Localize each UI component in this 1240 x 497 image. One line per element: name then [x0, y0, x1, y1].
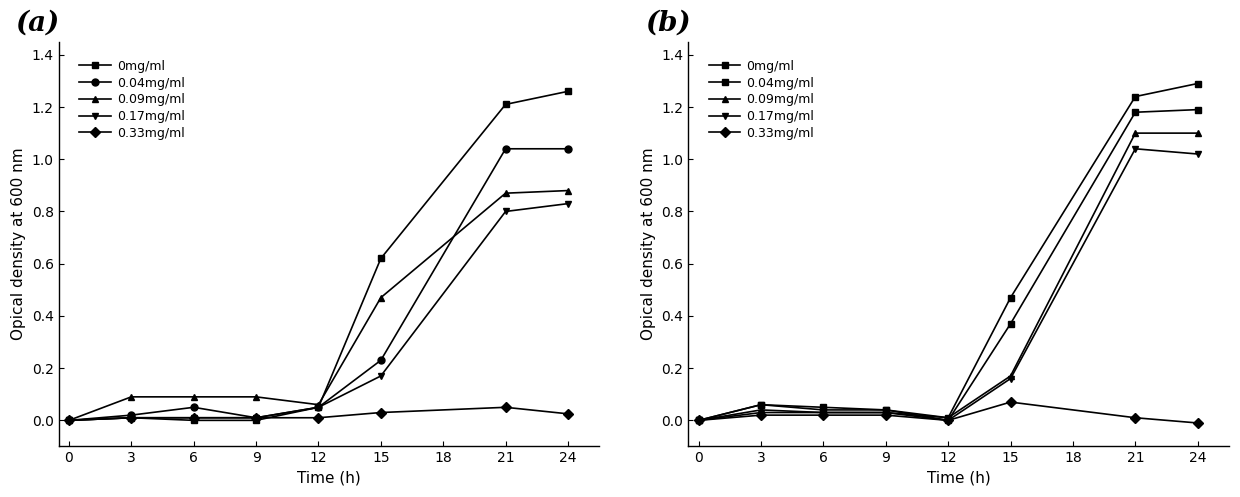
X-axis label: Time (h): Time (h) — [296, 471, 361, 486]
0.09mg/ml — [1190, 130, 1205, 136]
0.04mg/ml — [186, 405, 201, 411]
0.33mg/ml — [62, 417, 77, 423]
0.33mg/ml — [1190, 420, 1205, 426]
0.09mg/ml — [124, 394, 139, 400]
0.17mg/ml — [62, 417, 77, 423]
0.09mg/ml — [941, 415, 956, 421]
0.04mg/ml — [754, 402, 769, 408]
0.33mg/ml — [754, 412, 769, 418]
0mg/ml — [311, 405, 326, 411]
0.33mg/ml — [1128, 415, 1143, 421]
0.04mg/ml — [878, 407, 893, 413]
0mg/ml — [1128, 93, 1143, 99]
0mg/ml — [62, 417, 77, 423]
Line: 0.09mg/ml: 0.09mg/ml — [696, 130, 1202, 424]
0.17mg/ml — [373, 373, 388, 379]
0.09mg/ml — [878, 410, 893, 415]
0.09mg/ml — [754, 407, 769, 413]
Line: 0.17mg/ml: 0.17mg/ml — [66, 200, 572, 424]
Line: 0.33mg/ml: 0.33mg/ml — [66, 404, 572, 424]
0.09mg/ml — [816, 410, 831, 415]
0.04mg/ml — [691, 417, 706, 423]
0.17mg/ml — [941, 417, 956, 423]
Line: 0mg/ml: 0mg/ml — [696, 80, 1202, 424]
0.09mg/ml — [311, 402, 326, 408]
0.17mg/ml — [249, 415, 264, 421]
Y-axis label: Opical density at 600 nm: Opical density at 600 nm — [641, 148, 656, 340]
0.04mg/ml — [498, 146, 513, 152]
0.33mg/ml — [941, 417, 956, 423]
0mg/ml — [373, 255, 388, 261]
0.33mg/ml — [373, 410, 388, 415]
0.33mg/ml — [878, 412, 893, 418]
0mg/ml — [498, 101, 513, 107]
0.09mg/ml — [691, 417, 706, 423]
0mg/ml — [1190, 81, 1205, 86]
0.17mg/ml — [691, 417, 706, 423]
0.09mg/ml — [373, 295, 388, 301]
0.17mg/ml — [311, 405, 326, 411]
0.33mg/ml — [1003, 399, 1018, 405]
0.33mg/ml — [560, 411, 575, 417]
0.04mg/ml — [816, 407, 831, 413]
0.04mg/ml — [249, 415, 264, 421]
0.17mg/ml — [754, 410, 769, 415]
0.04mg/ml — [560, 146, 575, 152]
Text: (a): (a) — [15, 9, 60, 36]
Line: 0.17mg/ml: 0.17mg/ml — [696, 145, 1202, 424]
0.17mg/ml — [878, 410, 893, 415]
0.09mg/ml — [62, 417, 77, 423]
0.09mg/ml — [560, 187, 575, 193]
0mg/ml — [249, 417, 264, 423]
0.04mg/ml — [373, 357, 388, 363]
0mg/ml — [124, 415, 139, 421]
0mg/ml — [816, 405, 831, 411]
0.09mg/ml — [186, 394, 201, 400]
0.04mg/ml — [62, 417, 77, 423]
0.33mg/ml — [691, 417, 706, 423]
0.09mg/ml — [1003, 373, 1018, 379]
Line: 0mg/ml: 0mg/ml — [66, 88, 572, 424]
0.33mg/ml — [816, 412, 831, 418]
Y-axis label: Opical density at 600 nm: Opical density at 600 nm — [11, 148, 26, 340]
Line: 0.33mg/ml: 0.33mg/ml — [696, 399, 1202, 426]
0.04mg/ml — [1003, 321, 1018, 327]
0.17mg/ml — [1128, 146, 1143, 152]
0.04mg/ml — [311, 405, 326, 411]
0.17mg/ml — [186, 415, 201, 421]
0.33mg/ml — [249, 415, 264, 421]
0.04mg/ml — [1190, 107, 1205, 113]
0.17mg/ml — [124, 415, 139, 421]
0.04mg/ml — [124, 412, 139, 418]
0.33mg/ml — [498, 405, 513, 411]
Line: 0.04mg/ml: 0.04mg/ml — [696, 106, 1202, 424]
Line: 0.09mg/ml: 0.09mg/ml — [66, 187, 572, 424]
0mg/ml — [691, 417, 706, 423]
Line: 0.04mg/ml: 0.04mg/ml — [66, 145, 572, 424]
0.33mg/ml — [311, 415, 326, 421]
0.33mg/ml — [186, 415, 201, 421]
0.33mg/ml — [124, 415, 139, 421]
0mg/ml — [560, 88, 575, 94]
0.17mg/ml — [1190, 151, 1205, 157]
0.09mg/ml — [249, 394, 264, 400]
0.17mg/ml — [560, 201, 575, 207]
0.04mg/ml — [1128, 109, 1143, 115]
0.17mg/ml — [816, 410, 831, 415]
0mg/ml — [878, 407, 893, 413]
0.09mg/ml — [1128, 130, 1143, 136]
0.17mg/ml — [498, 208, 513, 214]
0mg/ml — [941, 415, 956, 421]
0.09mg/ml — [498, 190, 513, 196]
0mg/ml — [754, 402, 769, 408]
0.04mg/ml — [941, 417, 956, 423]
Legend: 0mg/ml, 0.04mg/ml, 0.09mg/ml, 0.17mg/ml, 0.33mg/ml: 0mg/ml, 0.04mg/ml, 0.09mg/ml, 0.17mg/ml,… — [76, 56, 188, 144]
Text: (b): (b) — [645, 9, 691, 36]
Legend: 0mg/ml, 0.04mg/ml, 0.09mg/ml, 0.17mg/ml, 0.33mg/ml: 0mg/ml, 0.04mg/ml, 0.09mg/ml, 0.17mg/ml,… — [706, 56, 818, 144]
0.17mg/ml — [1003, 376, 1018, 382]
X-axis label: Time (h): Time (h) — [926, 471, 991, 486]
0mg/ml — [186, 417, 201, 423]
0mg/ml — [1003, 295, 1018, 301]
